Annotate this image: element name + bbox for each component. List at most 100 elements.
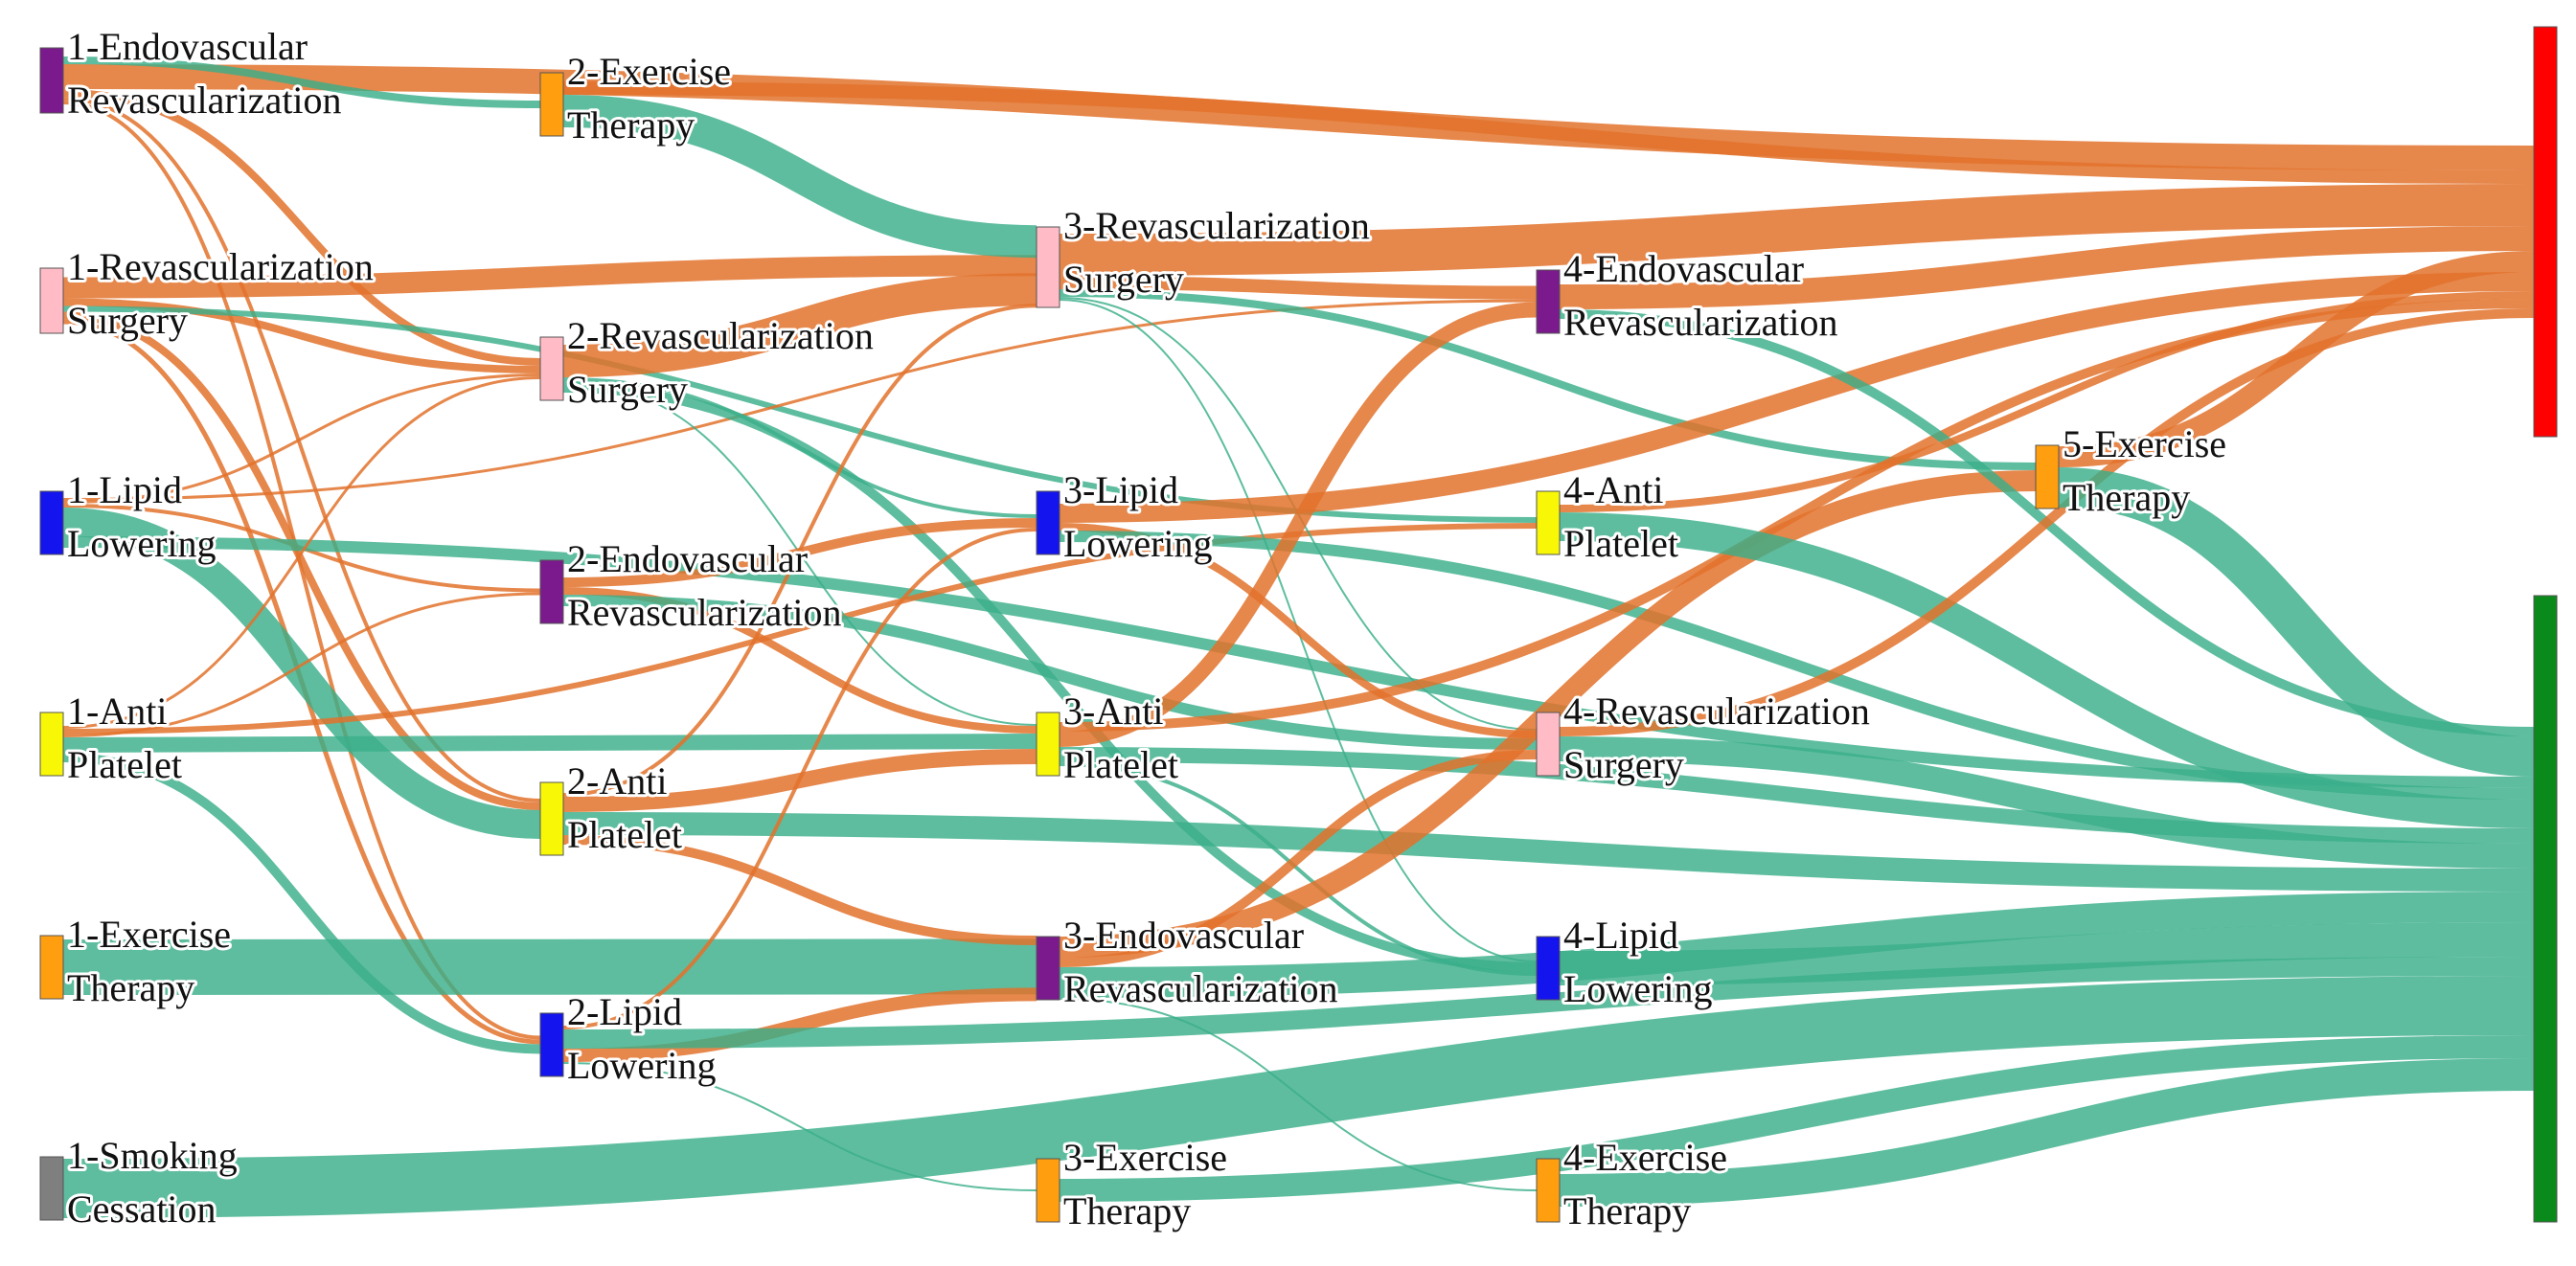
link-n5x-to-sinkG (2058, 467, 2535, 777)
link-n2x-to-sinkR (562, 81, 2535, 184)
node-2-revascularization-surgery-label-line-1: 2-Revascularization (567, 314, 874, 357)
node-2-anti-platelet-label-line-1: 2-Anti (567, 759, 667, 803)
node-4-revascularization-surgery-bar (1536, 712, 1561, 777)
node-3-lipid-lowering-label-line-1: 3-Lipid (1063, 468, 1178, 511)
node-2-lipid-lowering-label-line-1: 2-Lipid (567, 990, 682, 1033)
link-n2l-to-n3l (562, 528, 1037, 1029)
node-3-revascularization-surgery-label-line-2: Surgery (1063, 258, 1184, 301)
node-2-endovascular-revascularization-label: 2-Endovascular Revascularization (567, 537, 842, 634)
node-4-anti-platelet-label-line-2: Platelet (1563, 522, 1678, 565)
link-n2s-to-n3s (562, 273, 1037, 377)
node-3-endovascular-revascularization-label-line-1: 3-Endovascular (1063, 914, 1304, 957)
node-1-exercise-therapy-label-line-1: 1-Exercise (67, 913, 231, 956)
node-4-revascularization-surgery-label: 4-Revascularization Surgery (1563, 690, 1870, 786)
node-3-revascularization-surgery-label: 3-Revascularization Surgery (1063, 204, 1370, 301)
node-2-revascularization-surgery-label: 2-Revascularization Surgery (567, 314, 874, 411)
node-2-anti-platelet-label-line-2: Platelet (567, 813, 682, 856)
node-3-exercise-therapy-bar (1036, 1158, 1060, 1223)
node-1-lipid-lowering-label-line-2: Lowering (67, 522, 217, 565)
node-1-revascularization-surgery-label-line-2: Surgery (67, 299, 188, 342)
link-n4e-to-sinkR (1559, 226, 2535, 309)
link-n1x-to-n3e (62, 938, 1037, 995)
node-4-lipid-lowering-label-line-2: Lowering (1563, 967, 1713, 1010)
node-5-exercise-therapy-bar (2035, 444, 2060, 509)
node-2-endovascular-revascularization-label-line-2: Revascularization (567, 591, 842, 634)
node-4-endovascular-revascularization-label: 4-Endovascular Revascularization (1563, 247, 1838, 344)
node-1-anti-platelet-label: 1-Anti Platelet (67, 690, 182, 786)
node-3-lipid-lowering-label-line-2: Lowering (1063, 522, 1213, 565)
link-n3l-to-sinkR (1059, 272, 2535, 523)
sink-node-green-bar (2533, 595, 2558, 1223)
node-4-anti-platelet-label: 4-Anti Platelet (1563, 468, 1678, 565)
node-2-exercise-therapy-bar (539, 72, 564, 137)
node-2-endovascular-revascularization-bar (539, 559, 564, 624)
link-n2a-to-n3e (562, 835, 1037, 946)
link-n1s-to-n3s (62, 255, 1037, 299)
node-5-exercise-therapy-label-line-1: 5-Exercise (2063, 422, 2226, 465)
link-n3a-to-n4e (1059, 302, 1538, 747)
link-n4a-to-sinkG (1559, 512, 2535, 828)
node-4-lipid-lowering-bar (1536, 936, 1561, 1001)
link-n3e-to-sinkG (1059, 892, 2535, 998)
node-1-lipid-lowering-bar (39, 490, 64, 555)
node-4-exercise-therapy-label: 4-Exercise Therapy (1563, 1136, 1727, 1232)
link-n2l-to-n3e (562, 987, 1037, 1062)
node-2-anti-platelet-label: 2-Anti Platelet (567, 759, 682, 856)
link-n1e-to-n2s (62, 89, 541, 366)
node-1-smoking-cessation-label: 1-Smoking Cessation (67, 1134, 238, 1231)
node-4-endovascular-revascularization-label-line-1: 4-Endovascular (1563, 247, 1804, 290)
link-n1l-to-n2s (62, 373, 541, 504)
node-4-endovascular-revascularization-bar (1536, 269, 1561, 334)
node-1-revascularization-surgery-label: 1-Revascularization Surgery (67, 245, 374, 342)
node-2-revascularization-surgery-bar (539, 336, 564, 401)
node-4-revascularization-surgery-label-line-1: 4-Revascularization (1563, 690, 1870, 733)
node-4-exercise-therapy-label-line-1: 4-Exercise (1563, 1136, 1727, 1179)
node-3-lipid-lowering-bar (1036, 490, 1060, 555)
link-n3s-to-n4e (1059, 276, 1538, 300)
node-4-exercise-therapy-bar (1536, 1158, 1561, 1223)
node-1-endovascular-revascularization-bar (39, 47, 64, 114)
node-1-endovascular-revascularization-label-line-1: 1-Endovascular (67, 25, 308, 68)
node-2-anti-platelet-bar (539, 781, 564, 856)
link-n2a-to-sinkG (562, 812, 2535, 892)
node-2-exercise-therapy-label: 2-Exercise Therapy (567, 50, 731, 147)
node-4-exercise-therapy-label-line-2: Therapy (1563, 1189, 1691, 1232)
link-n3s-to-n5x (1059, 289, 2037, 470)
node-2-lipid-lowering-label-line-2: Lowering (567, 1044, 717, 1087)
node-3-endovascular-revascularization-label: 3-Endovascular Revascularization (1063, 914, 1338, 1010)
node-1-smoking-cessation-label-line-2: Cessation (67, 1187, 217, 1231)
link-n1a-to-n3a (62, 734, 1037, 753)
node-3-anti-platelet-label: 3-Anti Platelet (1063, 690, 1178, 786)
node-1-lipid-lowering-label-line-1: 1-Lipid (67, 468, 182, 511)
link-n1l-to-sinkG (62, 536, 2535, 788)
node-3-endovascular-revascularization-bar (1036, 936, 1060, 1001)
link-n1s-to-n2a (62, 311, 541, 810)
node-1-revascularization-surgery-bar (39, 267, 64, 334)
link-n3x-to-sinkG (1059, 1035, 2535, 1202)
node-5-exercise-therapy-label: 5-Exercise Therapy (2063, 422, 2226, 519)
link-n1l-to-n4e (62, 299, 1538, 501)
link-n1c-to-sinkG (62, 976, 2535, 1218)
link-n4x-to-sinkG (1559, 1058, 2535, 1207)
node-4-anti-platelet-bar (1536, 490, 1561, 555)
node-2-exercise-therapy-label-line-1: 2-Exercise (567, 50, 731, 93)
node-1-anti-platelet-bar (39, 712, 64, 777)
node-3-anti-platelet-bar (1036, 712, 1060, 777)
node-1-revascularization-surgery-label-line-1: 1-Revascularization (67, 245, 374, 288)
node-1-exercise-therapy-bar (39, 935, 64, 1000)
node-1-exercise-therapy-label: 1-Exercise Therapy (67, 913, 231, 1009)
node-1-endovascular-revascularization-label-line-2: Revascularization (67, 79, 342, 122)
node-3-exercise-therapy-label: 3-Exercise Therapy (1063, 1136, 1227, 1232)
node-2-lipid-lowering-label: 2-Lipid Lowering (567, 990, 717, 1087)
node-3-exercise-therapy-label-line-2: Therapy (1063, 1189, 1191, 1232)
node-3-revascularization-surgery-bar (1036, 226, 1060, 308)
node-3-revascularization-surgery-label-line-1: 3-Revascularization (1063, 204, 1370, 247)
link-n3e-to-n4s (1059, 750, 1538, 967)
links-layer (62, 57, 2535, 1218)
node-3-anti-platelet-label-line-1: 3-Anti (1063, 690, 1163, 733)
link-n5x-to-sinkR (2058, 251, 2535, 467)
node-3-endovascular-revascularization-label-line-2: Revascularization (1063, 967, 1338, 1010)
link-n1a-to-n2l (62, 753, 541, 1054)
link-n1e-to-n2a (62, 97, 541, 803)
